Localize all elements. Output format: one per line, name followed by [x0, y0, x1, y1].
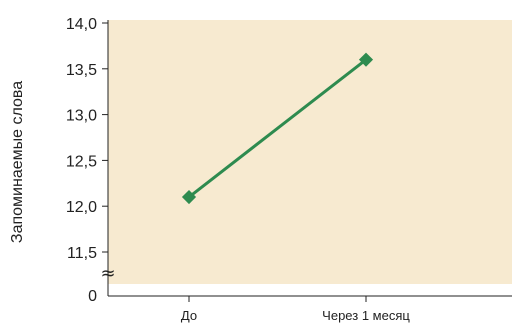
- series-group: [181, 52, 374, 205]
- data-point-marker: [181, 189, 197, 205]
- data-point-marker: [358, 52, 374, 67]
- y-tick-label: 14,0: [66, 16, 97, 33]
- y-tick-label: 12,0: [66, 199, 97, 216]
- y-axis-title: Запоминаемые слова: [9, 81, 26, 243]
- series-line: [188, 58, 367, 199]
- axis-break-icon: ≈: [100, 263, 115, 284]
- x-ticks: До Через 1 месяц: [181, 296, 410, 323]
- y-tick-label: 11,5: [67, 245, 97, 262]
- x-tick-label: Через 1 месяц: [322, 308, 410, 323]
- plot-background: [108, 20, 512, 284]
- y-tick-label: 13,5: [66, 62, 97, 79]
- y-axis: 14,0 13,5 13,0 12,5 12,0 11,5 0 ≈: [66, 16, 116, 305]
- x-tick-label: До: [181, 308, 197, 323]
- y-tick-label: 13,0: [66, 108, 97, 125]
- y-tick-label: 12,5: [66, 153, 97, 170]
- y-ticks: 14,0 13,5 13,0 12,5 12,0 11,5: [66, 16, 108, 262]
- x-axis: До Через 1 месяц: [108, 295, 512, 323]
- y-axis-zero-label: 0: [88, 288, 97, 305]
